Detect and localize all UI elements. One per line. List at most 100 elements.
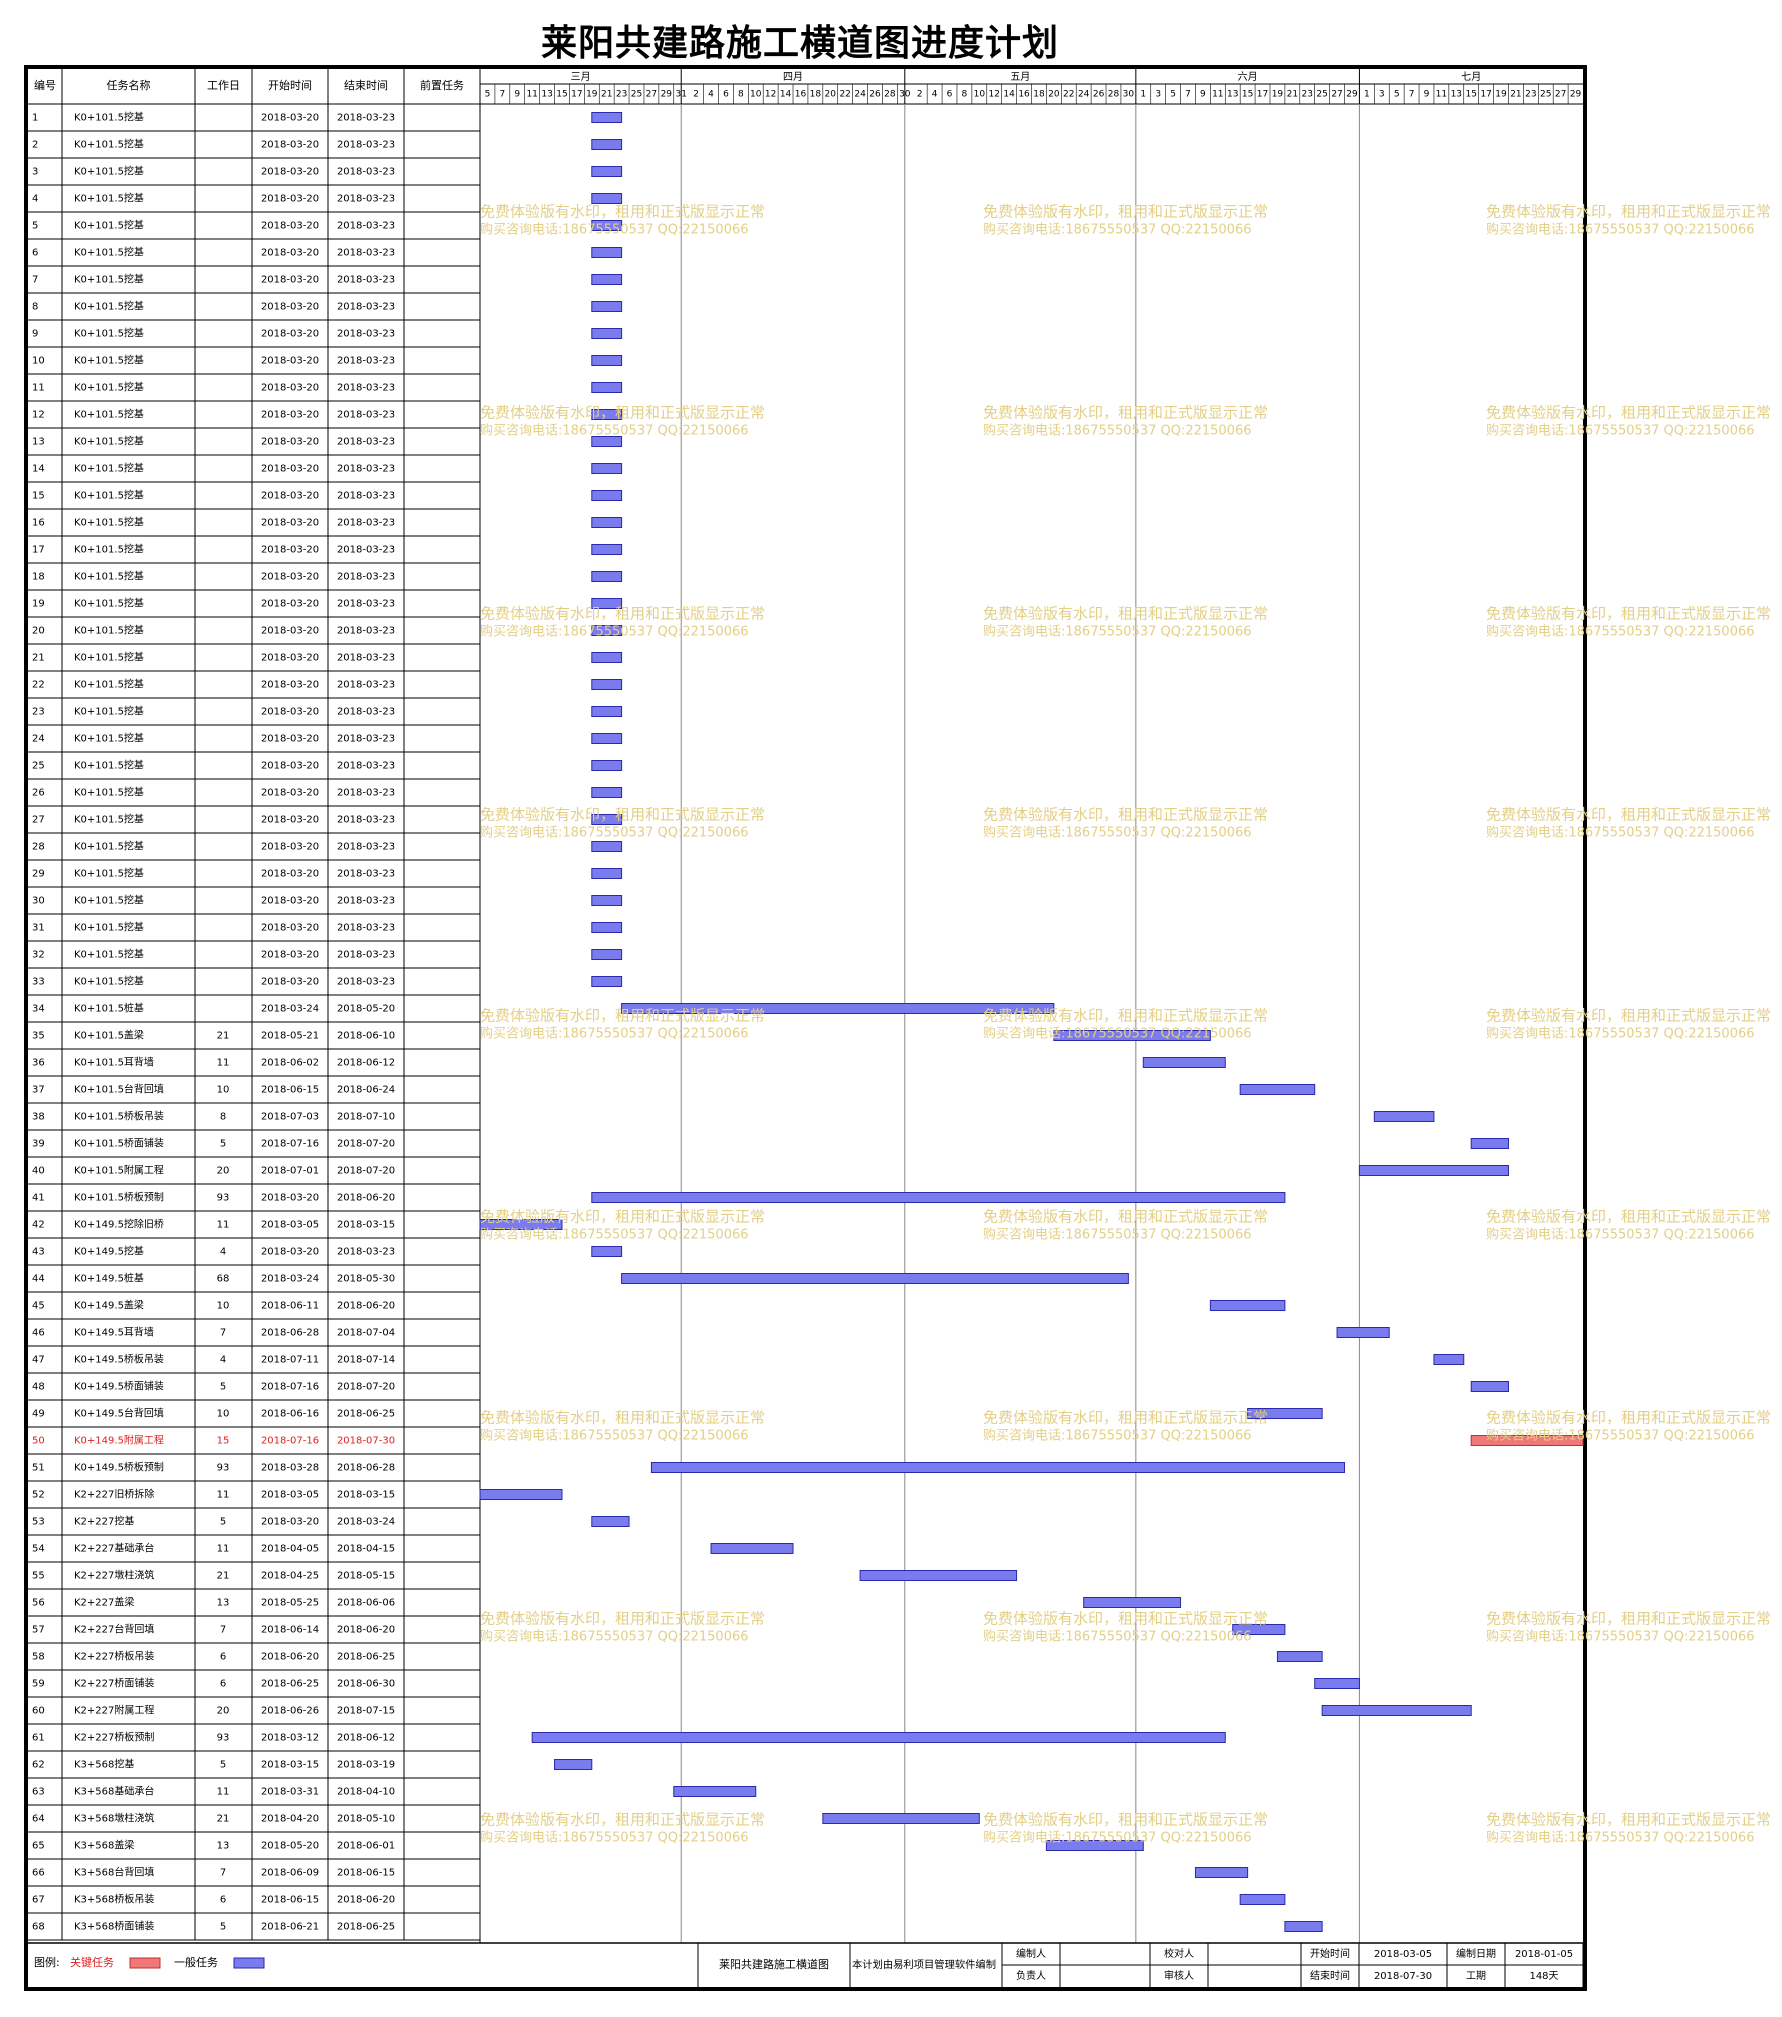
task-name: K0+149.5附属工程 [74,1434,164,1447]
footer-end-value: 2018-07-30 [1374,1971,1432,1982]
task-end: 2018-03-23 [337,761,395,772]
task-end: 2018-03-23 [337,599,395,610]
column-header: 编号 [34,78,56,92]
task-end: 2018-03-24 [337,1517,395,1528]
task-id: 60 [32,1706,45,1717]
task-name: K0+101.5挖基 [74,678,144,691]
day-tick-label: 26 [1093,90,1105,100]
watermark-text: 购买咨询电话:18675550537 QQ:22150066 [983,423,1252,439]
task-bar [1314,1678,1360,1689]
watermark-text: 免费体验版有水印，租用和正式版显示正常 [480,1007,765,1025]
footer-manager-label: 负责人 [1016,1969,1046,1982]
task-end: 2018-03-23 [337,248,395,259]
task-bar [822,1813,980,1824]
task-name: K0+149.5台背回填 [74,1407,164,1420]
day-tick-label: 22 [1063,90,1074,100]
watermark-text: 购买咨询电话:18675550537 QQ:22150066 [480,423,749,439]
legend-normal-swatch [233,1957,265,1969]
task-bar [591,1516,630,1527]
task-start: 2018-05-21 [261,1031,319,1042]
task-bar [591,652,623,663]
task-id: 50 [32,1436,45,1447]
task-id: 63 [32,1787,45,1798]
task-name: K0+101.5挖基 [74,597,144,610]
watermark-text: 免费体验版有水印，租用和正式版显示正常 [1486,1007,1771,1025]
task-id: 16 [32,518,45,529]
task-name: K2+227墩柱浇筑 [74,1569,154,1582]
watermark-text: 免费体验版有水印，租用和正式版显示正常 [1486,1610,1771,1628]
watermark-text: 购买咨询电话:18675550537 QQ:22150066 [983,1830,1252,1846]
task-end: 2018-07-10 [337,1112,395,1123]
task-bar [591,733,623,744]
task-bar [591,220,623,231]
task-name: K0+101.5挖基 [74,354,144,367]
task-id: 10 [32,356,45,367]
task-end: 2018-03-23 [337,977,395,988]
task-name: K2+227附属工程 [74,1704,154,1717]
task-end: 2018-03-23 [337,167,395,178]
task-start: 2018-03-20 [261,896,319,907]
task-bar [591,814,623,825]
task-start: 2018-06-15 [261,1085,319,1096]
day-tick-label: 4 [708,90,714,100]
task-name: K2+227桥板吊装 [74,1650,154,1663]
task-name: K0+101.5挖基 [74,489,144,502]
task-end: 2018-03-23 [337,464,395,475]
task-bar [591,625,623,636]
task-start: 2018-07-16 [261,1382,319,1393]
watermark-text: 购买咨询电话:18675550537 QQ:22150066 [480,1830,749,1846]
day-tick-label: 12 [989,90,1000,100]
task-name: K0+101.5桩基 [74,1002,144,1015]
task-start: 2018-03-20 [261,1247,319,1258]
day-tick-label: 23 [616,90,627,100]
task-name: K0+149.5盖梁 [74,1299,144,1312]
task-end: 2018-03-23 [337,410,395,421]
task-name: K3+568挖基 [74,1758,134,1771]
task-duration: 4 [220,1355,226,1366]
task-bar [591,139,623,150]
task-start: 2018-03-20 [261,680,319,691]
task-id: 37 [32,1085,45,1096]
task-name: K0+101.5挖基 [74,219,144,232]
task-name: K0+101.5桥面铺装 [74,1137,164,1150]
day-tick-label: 14 [780,90,792,100]
watermark-text: 免费体验版有水印，租用和正式版显示正常 [1486,605,1771,623]
day-tick-label: 20 [1048,90,1060,100]
column-header: 结束时间 [344,79,388,92]
task-duration: 20 [217,1706,230,1717]
task-id: 66 [32,1868,45,1879]
task-start: 2018-03-24 [261,1274,319,1285]
task-id: 48 [32,1382,45,1393]
day-tick-label: 27 [1555,90,1566,100]
watermark-text: 免费体验版有水印，租用和正式版显示正常 [983,1007,1268,1025]
task-bar [1358,1165,1509,1176]
task-start: 2018-04-20 [261,1814,319,1825]
day-tick-label: 7 [499,90,505,100]
task-name: K3+568盖梁 [74,1839,134,1852]
task-name: K0+101.5挖基 [74,516,144,529]
task-id: 38 [32,1112,45,1123]
day-tick-label: 15 [1465,90,1476,100]
task-name: K0+101.5挖基 [74,840,144,853]
day-tick-label: 5 [1170,90,1176,100]
task-duration: 5 [220,1382,226,1393]
day-tick-label: 22 [839,90,850,100]
task-start: 2018-03-20 [261,977,319,988]
task-id: 33 [32,977,45,988]
day-tick-label: 30 [1123,90,1135,100]
task-id: 36 [32,1058,45,1069]
task-end: 2018-04-10 [337,1787,395,1798]
watermark-text: 购买咨询电话:18675550537 QQ:22150066 [1486,1428,1755,1444]
legend-normal-label: 一般任务 [174,1956,218,1969]
task-bar [591,679,623,690]
task-duration: 15 [217,1436,230,1447]
critical-task-bar [1470,1435,1584,1446]
task-bar [1470,1381,1509,1392]
task-start: 2018-07-03 [261,1112,319,1123]
watermark-text: 购买咨询电话:18675550537 QQ:22150066 [480,1026,749,1042]
day-tick-label: 11 [1212,90,1223,100]
task-end: 2018-06-12 [337,1058,395,1069]
month-label: 四月 [783,71,803,83]
day-tick-label: 9 [1424,90,1430,100]
day-tick-label: 16 [1018,90,1030,100]
